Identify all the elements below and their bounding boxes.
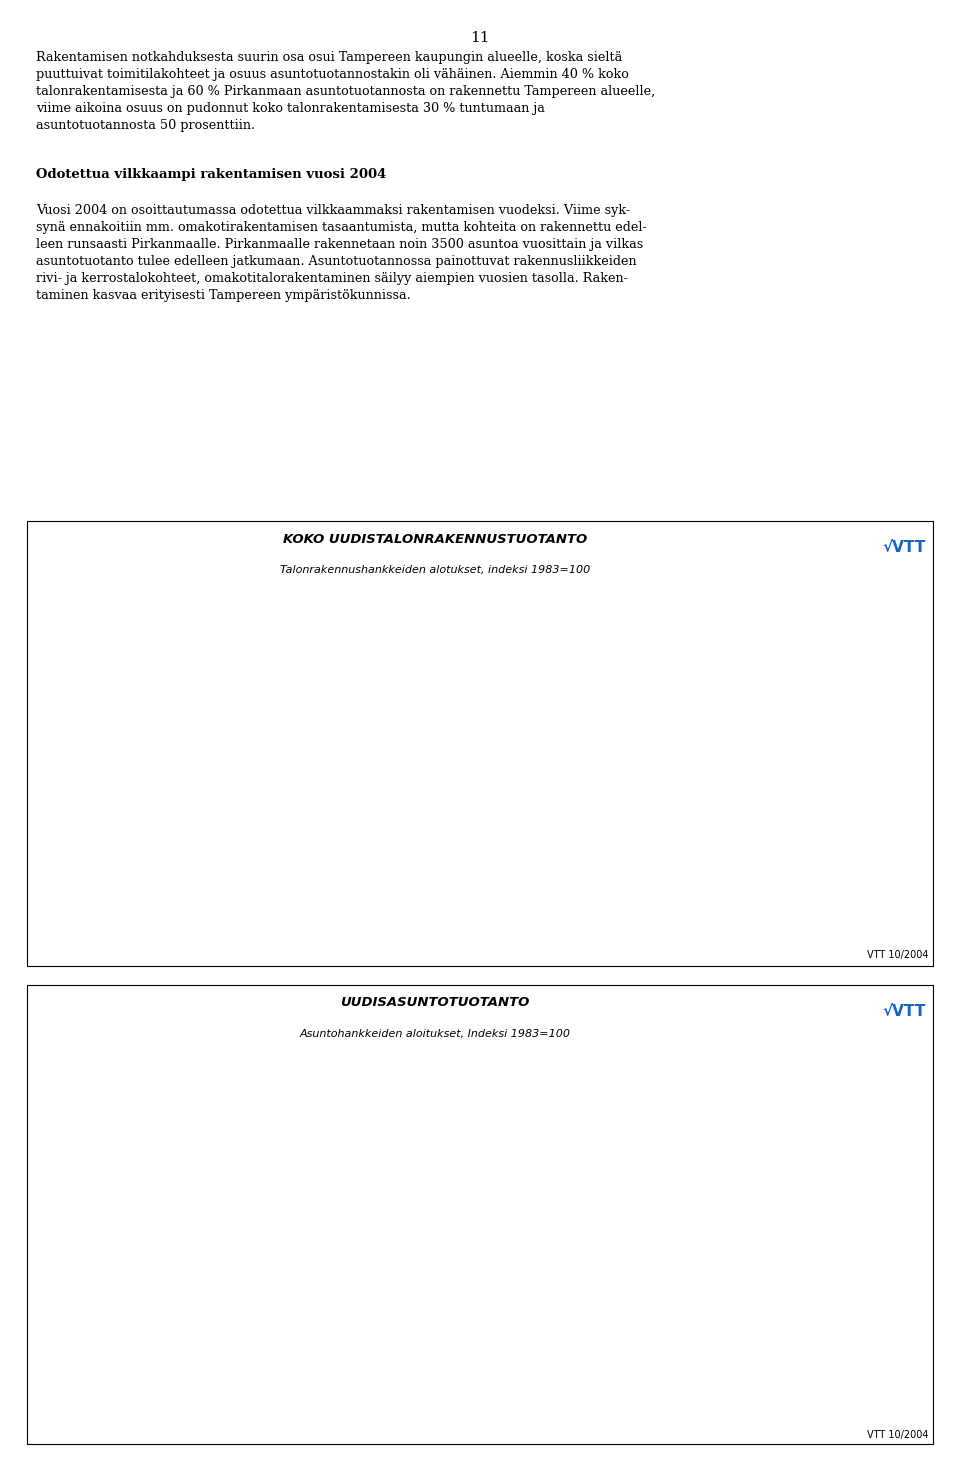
Text: Talonrakennushankkeiden alotukset, indeksi 1983=100: Talonrakennushankkeiden alotukset, indek… (279, 565, 589, 575)
Text: VTT 10/2004: VTT 10/2004 (867, 950, 928, 960)
X-axis label: Jatkuva vuosiarvo: Jatkuva vuosiarvo (445, 925, 545, 935)
Text: Koko maa: Koko maa (646, 1335, 694, 1345)
Text: Koko maa: Koko maa (758, 823, 806, 833)
Text: Rakentamisen notkahduksesta suurin osa osui Tampereen kaupungin alueelle, koska : Rakentamisen notkahduksesta suurin osa o… (36, 51, 656, 133)
Text: √VTT: √VTT (882, 1004, 925, 1018)
Text: Vuosi 2004 on osoittautumassa odotettua vilkkaammaksi rakentamisen vuodeksi. Vii: Vuosi 2004 on osoittautumassa odotettua … (36, 204, 647, 302)
Text: Odotettua vilkkaampi rakentamisen vuosi 2004: Odotettua vilkkaampi rakentamisen vuosi … (36, 168, 387, 181)
Text: Tampere +
ympäristökunnat: Tampere + ympäristökunnat (561, 1196, 644, 1218)
Text: VTT 10/2004: VTT 10/2004 (867, 1430, 928, 1440)
Text: UUDISASUNTOTUOTANTO: UUDISASUNTOTUOTANTO (340, 996, 529, 1010)
Text: KOKO UUDISTALONRAKENNUSTUOTANTO: KOKO UUDISTALONRAKENNUSTUOTANTO (282, 533, 587, 546)
Text: 11: 11 (470, 31, 490, 45)
X-axis label: Jatkuva vuosiarvo: Jatkuva vuosiarvo (445, 1404, 545, 1414)
Text: Asuntohankkeiden aloitukset, Indeksi 1983=100: Asuntohankkeiden aloitukset, Indeksi 198… (300, 1029, 570, 1039)
Text: Pirkanmaa: Pirkanmaa (102, 1336, 154, 1345)
Text: Pirkanmaa: Pirkanmaa (486, 759, 538, 769)
Text: Tampere +
ympäristökunnat: Tampere + ympäristökunnat (572, 708, 655, 730)
Text: √VTT: √VTT (882, 540, 925, 554)
